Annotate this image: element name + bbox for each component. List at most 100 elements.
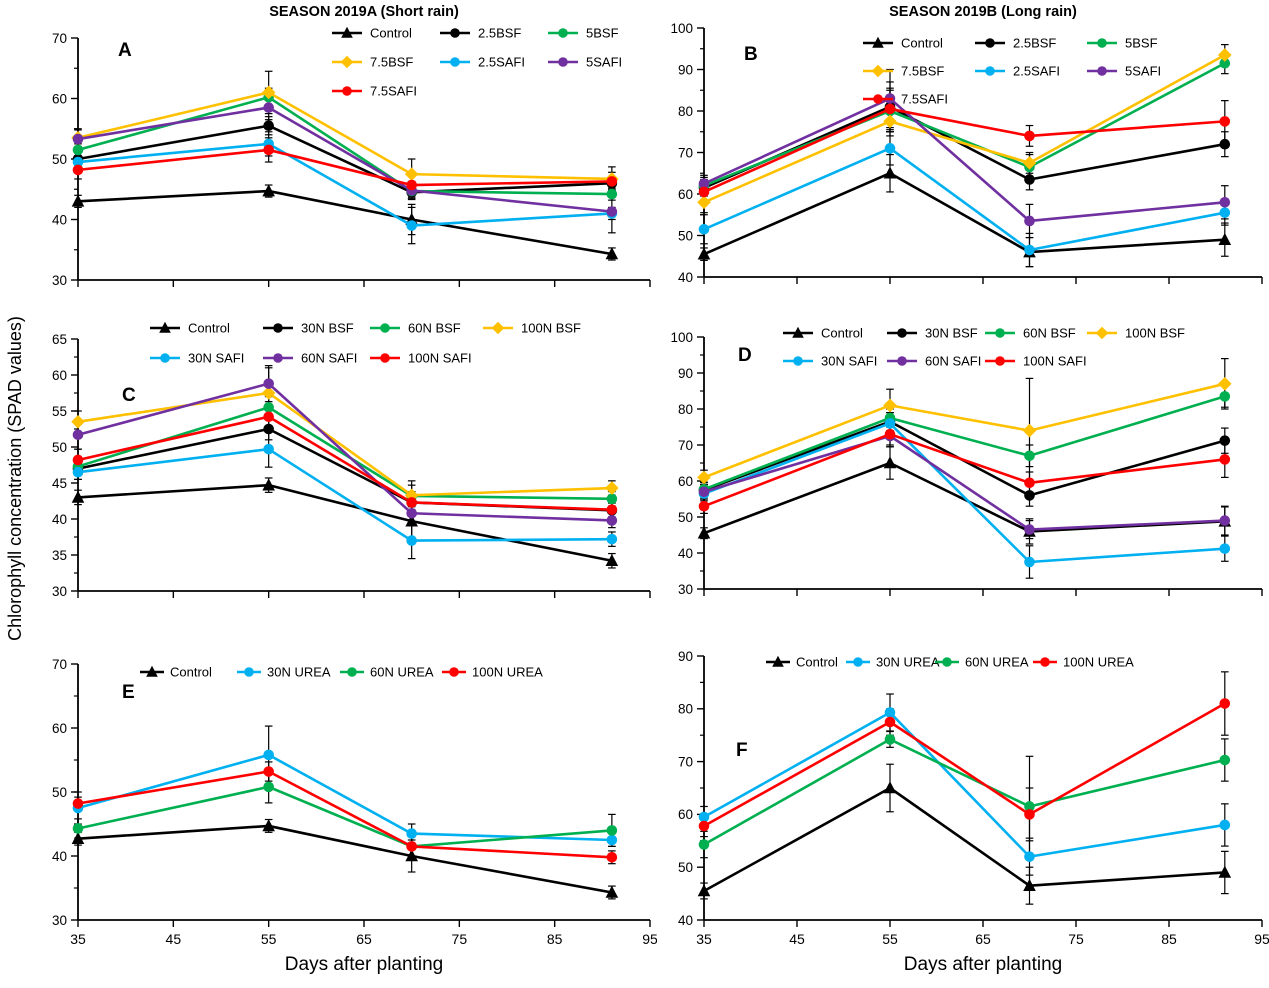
- svg-text:60: 60: [678, 187, 693, 202]
- svg-text:80: 80: [678, 402, 693, 417]
- axes: 30 40 50 60 70: [52, 31, 651, 288]
- svg-text:7.5BSF: 7.5BSF: [370, 55, 413, 70]
- svg-text:Control: Control: [170, 665, 212, 680]
- legend: Control 30N BSF 60N BSF 100N BSF 30N SAFI 60N…: [783, 326, 1185, 369]
- panel-b-chart: 40 50 60 70 80 90 100 SEASON 2019B (Long rain) B…: [670, 4, 1263, 285]
- y-axis-label: Chlorophyll concentration (SPAD values): [4, 315, 25, 641]
- svg-text:75: 75: [452, 931, 468, 947]
- panel-e-chart: 30 40 50 60 70 35 45 55 65 75 85 95 E Control 30N UREA…: [52, 657, 657, 947]
- svg-text:30: 30: [52, 273, 67, 288]
- series-30N UREA: [698, 707, 1231, 862]
- axes: 40 50 60 70 80 90 35 45 55 65 75 85 95: [678, 649, 1269, 947]
- panel-a-chart: 30 40 50 60 70 SEASON 2019A (Short rain) A Cont…: [52, 4, 651, 288]
- svg-text:SEASON 2019B (Long rain): SEASON 2019B (Long rain): [889, 4, 1077, 20]
- panel-d-chart: 30 40 50 60 70 80 90 100 D Control 30N BSF 60N BSF 1…: [670, 326, 1263, 597]
- series-30N BSF: [698, 416, 1231, 501]
- svg-text:5BSF: 5BSF: [586, 26, 619, 41]
- svg-text:Control: Control: [901, 36, 943, 51]
- series-60N SAFI: [72, 378, 618, 526]
- series-60N UREA: [698, 734, 1231, 850]
- svg-text:Control: Control: [796, 655, 838, 670]
- x-axis-label-right: Days after planting: [903, 954, 1063, 975]
- legend: Control 30N UREA 60N UREA 100N UREA: [766, 655, 1134, 670]
- svg-text:65: 65: [975, 931, 991, 947]
- svg-text:75: 75: [1068, 931, 1084, 947]
- series-Control: [71, 819, 619, 898]
- svg-text:F: F: [736, 740, 748, 761]
- svg-text:60N BSF: 60N BSF: [1023, 326, 1076, 341]
- svg-text:100: 100: [670, 21, 693, 36]
- series-7.5BSF: [71, 85, 619, 186]
- svg-text:65: 65: [356, 931, 372, 947]
- svg-text:35: 35: [696, 931, 712, 947]
- error-bars: [74, 70, 616, 261]
- legend: Control 30N UREA 60N UREA 100N UREA: [140, 665, 543, 680]
- svg-text:100N SAFI: 100N SAFI: [1023, 354, 1087, 369]
- svg-text:30N SAFI: 30N SAFI: [821, 354, 877, 369]
- svg-text:60N SAFI: 60N SAFI: [925, 354, 981, 369]
- svg-text:7.5BSF: 7.5BSF: [901, 64, 944, 79]
- series-60N SAFI: [698, 430, 1231, 535]
- axes: 30 40 50 60 70 80 90 100: [670, 330, 1263, 597]
- svg-text:7.5SAFI: 7.5SAFI: [370, 84, 417, 99]
- svg-text:60: 60: [678, 474, 693, 489]
- svg-text:30N SAFI: 30N SAFI: [188, 351, 244, 366]
- svg-text:50: 50: [678, 510, 693, 525]
- svg-text:30: 30: [52, 913, 67, 928]
- svg-text:90: 90: [678, 649, 693, 664]
- series-7.5SAFI: [698, 103, 1231, 198]
- series-Control: [697, 781, 1232, 897]
- svg-text:Control: Control: [188, 321, 230, 336]
- svg-text:35: 35: [70, 931, 86, 947]
- svg-text:2.5BSF: 2.5BSF: [1013, 36, 1056, 51]
- svg-text:30: 30: [52, 584, 67, 599]
- series-2.5SAFI: [698, 143, 1231, 256]
- svg-text:70: 70: [52, 31, 67, 46]
- svg-text:60N BSF: 60N BSF: [408, 321, 461, 336]
- series-100N UREA: [698, 698, 1231, 832]
- panel-c-chart: 30 35 40 45 50 55 60 65 C Control 30N BSF 60N BSF 10…: [52, 321, 651, 599]
- svg-text:30N UREA: 30N UREA: [267, 665, 331, 680]
- svg-text:30N UREA: 30N UREA: [876, 655, 940, 670]
- svg-text:Control: Control: [821, 326, 863, 341]
- svg-text:100N SAFI: 100N SAFI: [408, 351, 472, 366]
- svg-text:100N UREA: 100N UREA: [1063, 655, 1134, 670]
- series-Control: [697, 166, 1232, 260]
- svg-text:5BSF: 5BSF: [1125, 36, 1158, 51]
- svg-text:45: 45: [166, 931, 182, 947]
- svg-text:85: 85: [1161, 931, 1177, 947]
- svg-text:40: 40: [678, 913, 693, 928]
- svg-text:SEASON 2019A (Short rain): SEASON 2019A (Short rain): [269, 4, 459, 20]
- svg-text:55: 55: [52, 404, 67, 419]
- svg-text:70: 70: [52, 657, 67, 672]
- svg-text:60: 60: [52, 91, 67, 106]
- svg-text:60: 60: [52, 368, 67, 383]
- svg-text:40: 40: [678, 270, 693, 285]
- svg-text:30: 30: [678, 582, 693, 597]
- svg-text:C: C: [122, 385, 136, 406]
- svg-text:45: 45: [52, 476, 67, 491]
- svg-text:60: 60: [52, 721, 67, 736]
- series-100N SAFI: [72, 411, 618, 515]
- svg-text:65: 65: [52, 332, 67, 347]
- legend: Control 2.5BSF 5BSF 7.5BSF 2.5SAFI 5SAFI 7.5SA…: [332, 26, 622, 99]
- series-100N SAFI: [698, 428, 1231, 512]
- svg-text:90: 90: [678, 366, 693, 381]
- axes: 30 40 50 60 70 35 45 55 65 75 85 95: [52, 657, 657, 947]
- series-7.5SAFI: [72, 144, 618, 191]
- axes: 40 50 60 70 80 90 100: [670, 21, 1263, 285]
- svg-text:7.5SAFI: 7.5SAFI: [901, 92, 948, 107]
- svg-text:100N BSF: 100N BSF: [1125, 326, 1185, 341]
- svg-text:60N UREA: 60N UREA: [965, 655, 1029, 670]
- svg-text:5SAFI: 5SAFI: [586, 55, 622, 70]
- svg-text:55: 55: [882, 931, 898, 947]
- svg-text:95: 95: [1254, 931, 1269, 947]
- svg-text:55: 55: [261, 931, 277, 947]
- series-30N BSF: [72, 423, 618, 516]
- svg-text:50: 50: [52, 152, 67, 167]
- series-Control: [71, 184, 619, 260]
- svg-text:30N BSF: 30N BSF: [301, 321, 354, 336]
- svg-text:40: 40: [678, 546, 693, 561]
- panel-f-chart: 40 50 60 70 80 90 35 45 55 65 75 85 95 F Control 30N UR…: [678, 649, 1269, 947]
